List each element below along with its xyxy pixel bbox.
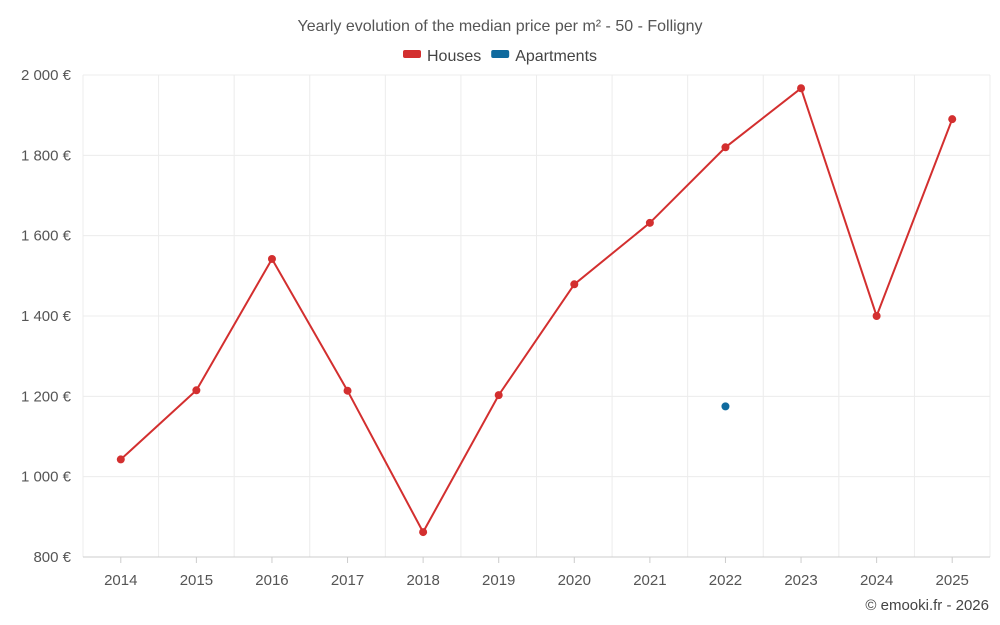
series-layer [116, 84, 957, 537]
x-tick-label: 2021 [633, 572, 666, 589]
y-tick-label: 2 000 € [21, 67, 72, 84]
y-tick-label: 1 600 € [21, 228, 72, 245]
x-tick-label: 2016 [255, 572, 288, 589]
x-tick-label: 2015 [180, 572, 213, 589]
legend-item-apartments[interactable]: Apartments [491, 48, 597, 65]
y-tick-label: 800 € [33, 549, 71, 566]
y-tick-label: 1 200 € [21, 388, 72, 405]
data-point-houses[interactable] [267, 254, 276, 263]
series-line-houses [120, 86, 954, 535]
legend: Houses Apartments [403, 48, 597, 65]
data-point-houses[interactable] [797, 84, 806, 93]
y-axis: 800 € 1 000 € 1 200 € 1 400 € 1 600 € 1 800 €… [21, 67, 72, 566]
data-point-houses[interactable] [948, 115, 957, 124]
legend-swatch [491, 50, 510, 58]
y-tick-label: 1 000 € [21, 469, 72, 486]
x-tick-label: 2019 [482, 572, 515, 589]
y-tick-label: 1 400 € [21, 308, 72, 325]
x-tick-label: 2020 [558, 572, 591, 589]
x-tick-label: 2017 [331, 572, 364, 589]
x-tick-label: 2024 [860, 572, 893, 589]
data-point-houses[interactable] [721, 143, 730, 152]
data-point-houses[interactable] [872, 312, 881, 320]
x-tick-label: 2023 [784, 572, 817, 589]
data-point-houses[interactable] [419, 528, 428, 537]
x-tick-label: 2014 [104, 572, 137, 589]
data-point-houses[interactable] [645, 218, 654, 227]
data-point-houses[interactable] [343, 386, 352, 395]
grid [82, 74, 991, 558]
x-axis: 2014 2015 2016 2017 2018 2019 2020 2021 2022 2023… [83, 556, 990, 589]
x-tick-label: 2025 [936, 572, 969, 589]
y-tick-label: 1 800 € [21, 147, 72, 164]
x-tick-label: 2022 [709, 572, 742, 589]
data-point-houses[interactable] [116, 455, 125, 464]
chart-title: Yearly evolution of the median price per… [298, 18, 703, 35]
legend-label: Apartments [515, 48, 597, 65]
x-tick-label: 2018 [406, 572, 439, 589]
data-point-houses[interactable] [570, 280, 579, 289]
data-point-houses[interactable] [494, 391, 503, 400]
legend-label: Houses [427, 48, 481, 65]
credit-text: © emooki.fr - 2026 [865, 597, 989, 614]
legend-item-houses[interactable]: Houses [403, 48, 481, 65]
data-point-apartments[interactable] [721, 402, 730, 411]
legend-swatch [403, 50, 421, 58]
data-point-houses[interactable] [192, 386, 201, 395]
